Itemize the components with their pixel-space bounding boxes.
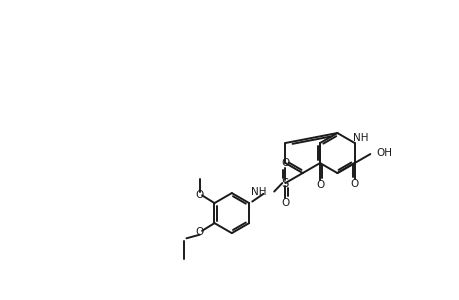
Text: O: O [195, 226, 203, 237]
Text: O: O [280, 158, 289, 168]
Text: NH: NH [251, 187, 266, 196]
Text: O: O [195, 190, 203, 200]
Text: O: O [315, 180, 324, 190]
Text: O: O [280, 198, 289, 208]
Text: NH: NH [353, 134, 368, 143]
Text: O: O [350, 179, 358, 189]
Text: OH: OH [375, 148, 392, 158]
Text: S: S [281, 177, 288, 190]
